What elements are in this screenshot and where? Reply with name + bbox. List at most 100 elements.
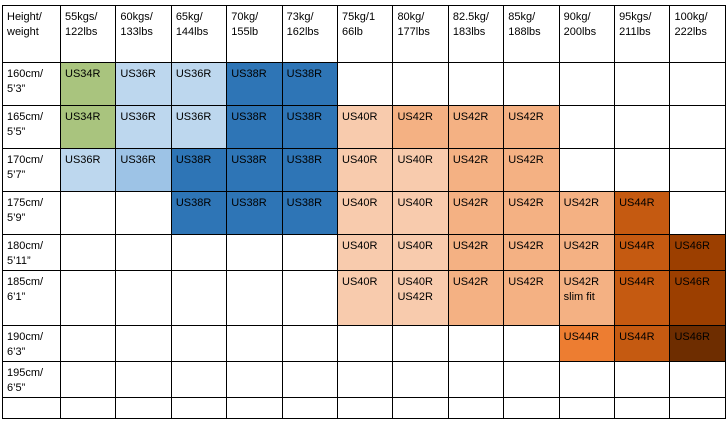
size-cell: US34R <box>59 105 117 149</box>
corner-header: Height/ weight <box>2 5 61 63</box>
row-label: 195cm/ 6’5” <box>2 361 61 399</box>
row-label: 185cm/ 6’1” <box>2 270 61 327</box>
size-cell: US38R <box>281 105 339 149</box>
empty-cell <box>226 361 283 399</box>
column-header: 55kgs/ 122lbs <box>59 5 117 63</box>
size-cell: US44R <box>614 233 671 272</box>
empty-cell <box>392 62 449 106</box>
empty-cell <box>669 397 726 420</box>
empty-cell <box>281 270 339 327</box>
size-cell: US38R <box>170 191 228 235</box>
column-header: 82.5kg/ 183lbs <box>447 5 505 63</box>
size-cell: US46R <box>669 325 726 363</box>
empty-cell <box>558 148 616 192</box>
size-cell: US36R <box>115 105 172 149</box>
row-label: 175cm/ 5’9” <box>2 191 61 235</box>
empty-cell <box>614 62 671 106</box>
size-cell: US42R <box>558 233 616 272</box>
empty-cell <box>558 105 616 149</box>
table-row: 175cm/ 5’9” US38R US38R US38R US40R US40R US42… <box>2 191 726 235</box>
empty-cell <box>337 361 394 399</box>
column-header: 75kg/1 66lb <box>337 5 394 63</box>
empty-cell <box>669 105 726 149</box>
column-header: 85kg/ 188lbs <box>503 5 560 63</box>
empty-cell <box>115 270 172 327</box>
empty-cell <box>59 325 117 363</box>
empty-cell <box>669 62 726 106</box>
size-cell: US38R <box>226 191 283 235</box>
size-cell: US40R <box>337 270 394 327</box>
size-cell: US38R <box>226 148 283 192</box>
row-label: 170cm/ 5’7” <box>2 148 61 192</box>
size-cell: US46R <box>669 233 726 272</box>
size-cell: US40R <box>337 148 394 192</box>
empty-cell <box>614 397 671 420</box>
empty-cell <box>59 191 117 235</box>
size-cell: US38R <box>226 105 283 149</box>
empty-cell <box>281 397 339 420</box>
column-header: 100kg/ 222lbs <box>669 5 726 63</box>
table-row <box>2 397 726 420</box>
size-cell: US36R <box>115 148 172 192</box>
size-cell: US44R <box>614 325 671 363</box>
size-cell: US40R <box>337 191 394 235</box>
row-label: 165cm/ 5’5” <box>2 105 61 149</box>
size-cell: US38R <box>281 62 339 106</box>
empty-cell <box>170 233 228 272</box>
size-cell: US36R <box>59 148 117 192</box>
empty-cell <box>115 397 172 420</box>
column-header: 73kg/ 162lbs <box>281 5 339 63</box>
empty-cell <box>115 233 172 272</box>
empty-cell <box>503 62 560 106</box>
empty-cell <box>392 361 449 399</box>
size-cell: US44R <box>614 191 671 235</box>
empty-cell <box>669 148 726 192</box>
empty-cell <box>614 105 671 149</box>
size-cell: US42R <box>447 148 505 192</box>
empty-cell <box>337 62 394 106</box>
empty-cell <box>337 325 394 363</box>
size-cell: US44R <box>614 270 671 327</box>
size-cell: US38R <box>170 148 228 192</box>
size-cell: US42R <box>447 105 505 149</box>
empty-cell <box>558 397 616 420</box>
column-header: 80kg/ 177lbs <box>392 5 449 63</box>
empty-cell <box>281 325 339 363</box>
empty-cell <box>170 361 228 399</box>
size-cell: US38R <box>281 148 339 192</box>
empty-cell <box>226 270 283 327</box>
size-chart-table: Height/ weight 55kgs/ 122lbs 60kgs/ 133lbs… <box>2 5 726 420</box>
empty-cell <box>115 191 172 235</box>
empty-cell <box>281 361 339 399</box>
table-head: Height/ weight 55kgs/ 122lbs 60kgs/ 133lbs… <box>2 5 726 63</box>
empty-cell <box>170 325 228 363</box>
size-cell: US40R <box>337 233 394 272</box>
column-header: 70kg/ 155lb <box>226 5 283 63</box>
size-cell: US42R <box>447 270 505 327</box>
column-header: 90kg/ 200lbs <box>558 5 616 63</box>
table-row: 195cm/ 6’5” <box>2 361 726 399</box>
column-header: 60kgs/ 133lbs <box>115 5 172 63</box>
empty-cell <box>59 270 117 327</box>
size-cell: US42R <box>558 191 616 235</box>
size-cell: US42R slim fit <box>558 270 616 327</box>
size-cell: US40R <box>392 191 449 235</box>
size-cell: US40R <box>337 105 394 149</box>
empty-cell <box>59 233 117 272</box>
table-body: 160cm/ 5’3” US34R US36R US36R US38R US38R 165c… <box>2 62 726 420</box>
column-header: 95kgs/ 211lbs <box>614 5 671 63</box>
empty-cell <box>669 191 726 235</box>
size-cell: US44R <box>558 325 616 363</box>
empty-cell <box>170 397 228 420</box>
row-label: 190cm/ 6’3” <box>2 325 61 363</box>
empty-cell <box>503 361 560 399</box>
column-header: 65kg/ 144lbs <box>170 5 228 63</box>
size-cell: US42R <box>503 105 560 149</box>
table-head-row: Height/ weight 55kgs/ 122lbs 60kgs/ 133lbs… <box>2 5 726 63</box>
empty-cell <box>170 270 228 327</box>
size-cell: US40R <box>392 148 449 192</box>
empty-cell <box>281 233 339 272</box>
table-row: 190cm/ 6’3” US44R US44R US46R <box>2 325 726 363</box>
table-row: 165cm/ 5’5” US34R US36R US36R US38R US38R US40… <box>2 105 726 149</box>
empty-cell <box>503 325 560 363</box>
